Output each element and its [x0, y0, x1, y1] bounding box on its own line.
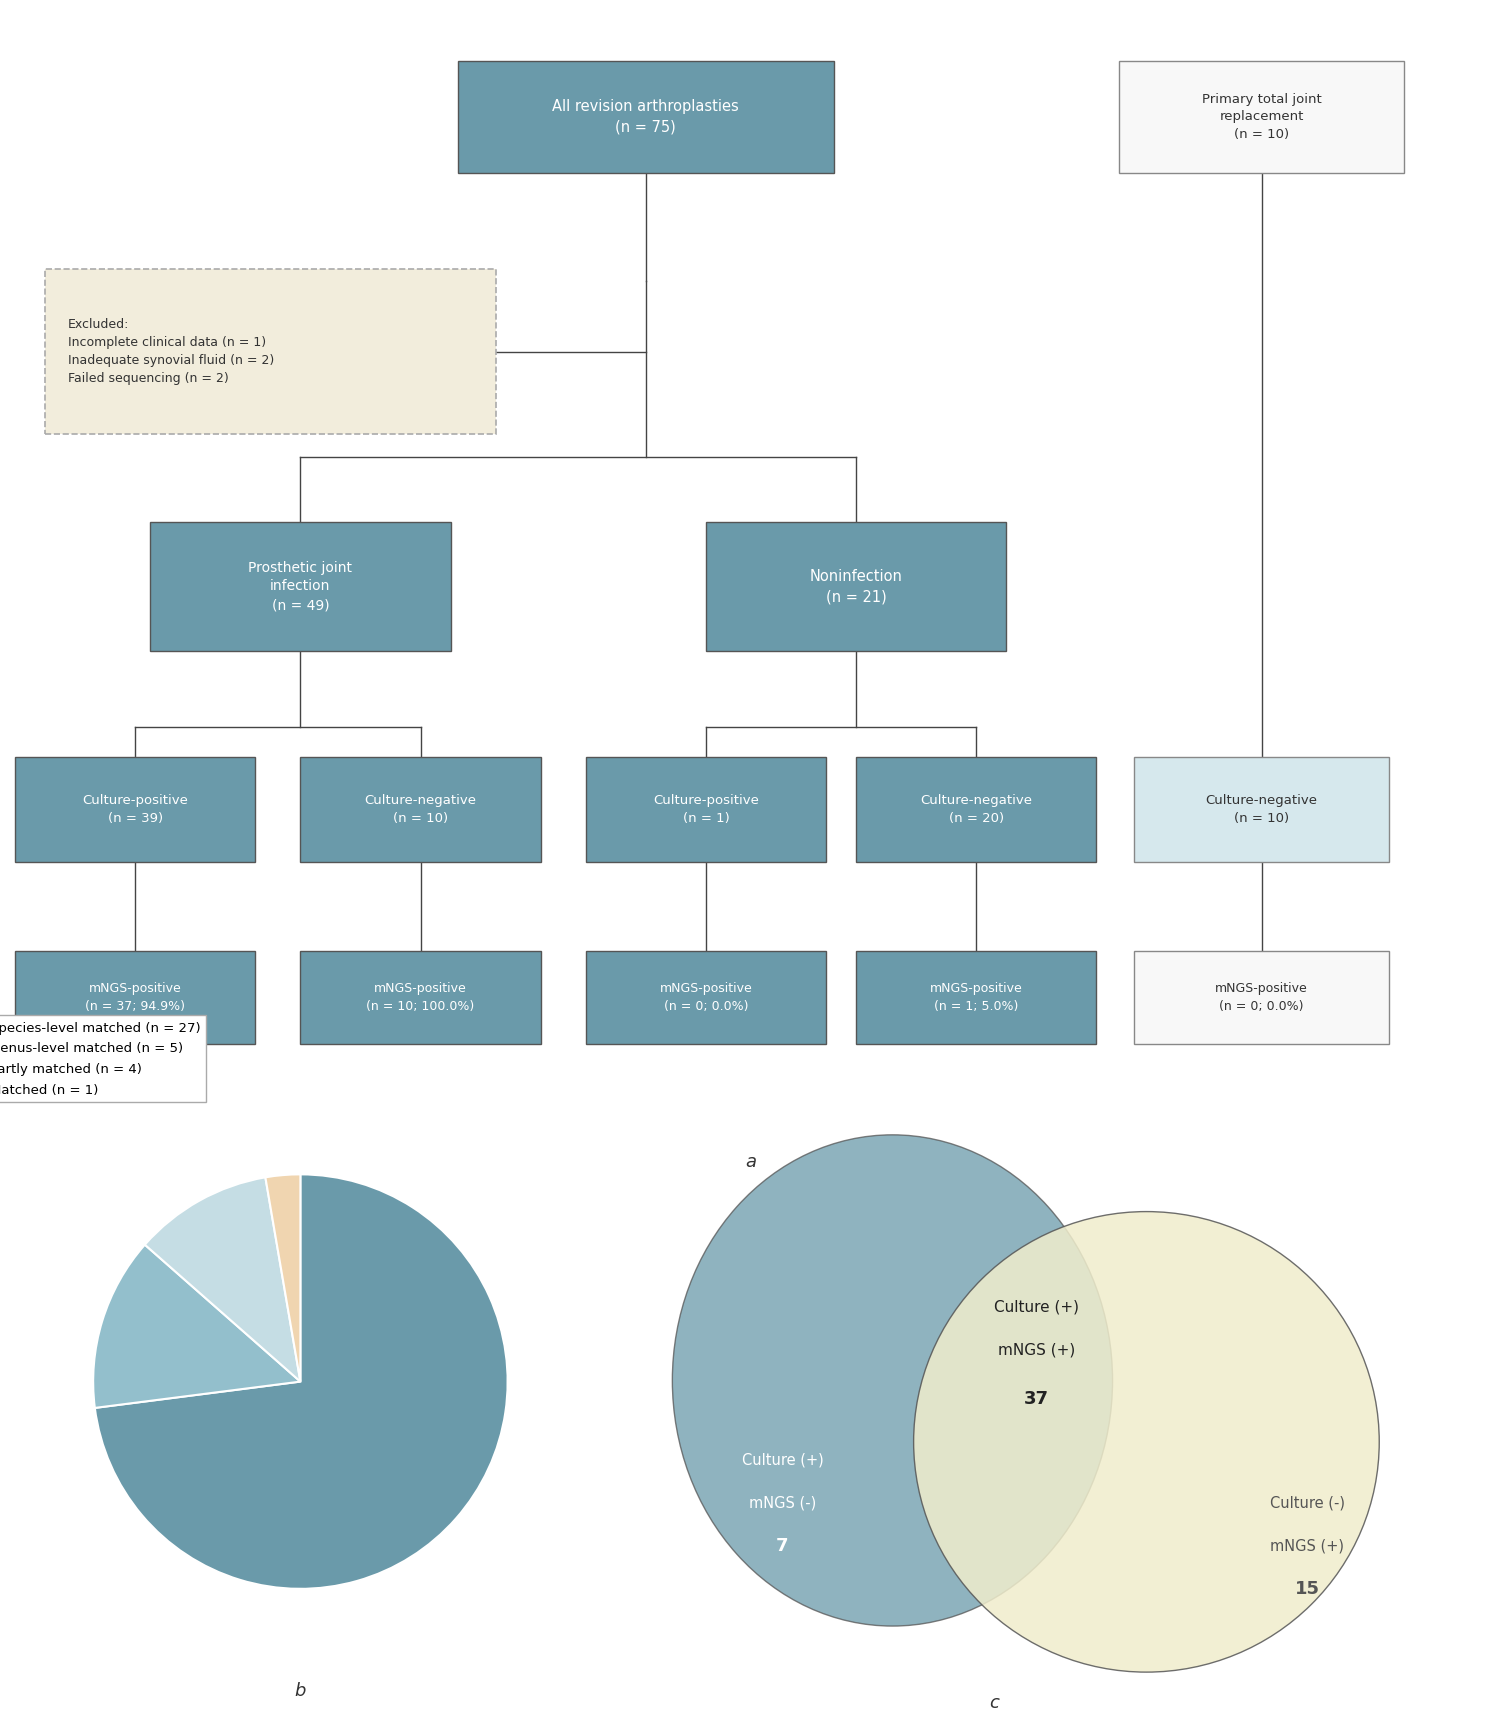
Text: a: a — [745, 1154, 757, 1171]
FancyBboxPatch shape — [706, 522, 1006, 651]
Legend: Species-level matched (n = 27), Genus-level matched (n = 5), Partly matched (n =: Species-level matched (n = 27), Genus-le… — [0, 1015, 206, 1102]
Text: 7: 7 — [777, 1537, 789, 1556]
FancyBboxPatch shape — [856, 950, 1096, 1045]
Text: mNGS (+): mNGS (+) — [997, 1342, 1075, 1357]
Text: Culture-negative
(n = 20): Culture-negative (n = 20) — [921, 794, 1032, 826]
Text: Culture (+): Culture (+) — [742, 1452, 823, 1468]
FancyBboxPatch shape — [300, 756, 541, 862]
Text: Culture (+): Culture (+) — [994, 1299, 1078, 1314]
Text: Noninfection
(n = 21): Noninfection (n = 21) — [810, 568, 903, 604]
Text: Culture-negative
(n = 10): Culture-negative (n = 10) — [365, 794, 476, 826]
Text: mNGS-positive
(n = 0; 0.0%): mNGS-positive (n = 0; 0.0%) — [1215, 983, 1308, 1012]
FancyBboxPatch shape — [586, 756, 826, 862]
Text: Culture-positive
(n = 39): Culture-positive (n = 39) — [83, 794, 188, 826]
Ellipse shape — [913, 1212, 1379, 1672]
Text: mNGS-positive
(n = 10; 100.0%): mNGS-positive (n = 10; 100.0%) — [366, 983, 475, 1012]
FancyBboxPatch shape — [1134, 756, 1389, 862]
Wedge shape — [93, 1245, 300, 1408]
FancyBboxPatch shape — [15, 950, 255, 1045]
FancyBboxPatch shape — [300, 950, 541, 1045]
Text: mNGS-positive
(n = 0; 0.0%): mNGS-positive (n = 0; 0.0%) — [659, 983, 753, 1012]
Text: Culture-negative
(n = 10): Culture-negative (n = 10) — [1206, 794, 1317, 826]
Text: Culture (-): Culture (-) — [1269, 1496, 1344, 1511]
FancyBboxPatch shape — [150, 522, 451, 651]
Text: Prosthetic joint
infection
(n = 49): Prosthetic joint infection (n = 49) — [248, 561, 353, 613]
FancyBboxPatch shape — [856, 756, 1096, 862]
FancyBboxPatch shape — [458, 60, 834, 173]
FancyBboxPatch shape — [1119, 60, 1404, 173]
Wedge shape — [144, 1178, 300, 1382]
Text: b: b — [294, 1682, 306, 1699]
Wedge shape — [95, 1174, 508, 1589]
Text: Excluded:
Incomplete clinical data (n = 1)
Inadequate synovial fluid (n = 2)
Fai: Excluded: Incomplete clinical data (n = … — [68, 318, 273, 385]
Text: mNGS-positive
(n = 37; 94.9%): mNGS-positive (n = 37; 94.9%) — [86, 983, 185, 1012]
Ellipse shape — [673, 1135, 1113, 1627]
Text: Primary total joint
replacement
(n = 10): Primary total joint replacement (n = 10) — [1202, 93, 1322, 140]
Text: Culture-positive
(n = 1): Culture-positive (n = 1) — [653, 794, 759, 826]
Text: mNGS (+): mNGS (+) — [1271, 1539, 1344, 1554]
Text: mNGS (-): mNGS (-) — [749, 1496, 816, 1511]
Wedge shape — [266, 1174, 300, 1382]
Text: c: c — [990, 1694, 999, 1711]
FancyBboxPatch shape — [45, 269, 496, 433]
Text: 15: 15 — [1295, 1580, 1320, 1597]
FancyBboxPatch shape — [1134, 950, 1389, 1045]
FancyBboxPatch shape — [586, 950, 826, 1045]
Text: All revision arthroplasties
(n = 75): All revision arthroplasties (n = 75) — [553, 98, 739, 135]
FancyBboxPatch shape — [15, 756, 255, 862]
Text: 37: 37 — [1024, 1390, 1048, 1408]
Text: mNGS-positive
(n = 1; 5.0%): mNGS-positive (n = 1; 5.0%) — [930, 983, 1023, 1012]
